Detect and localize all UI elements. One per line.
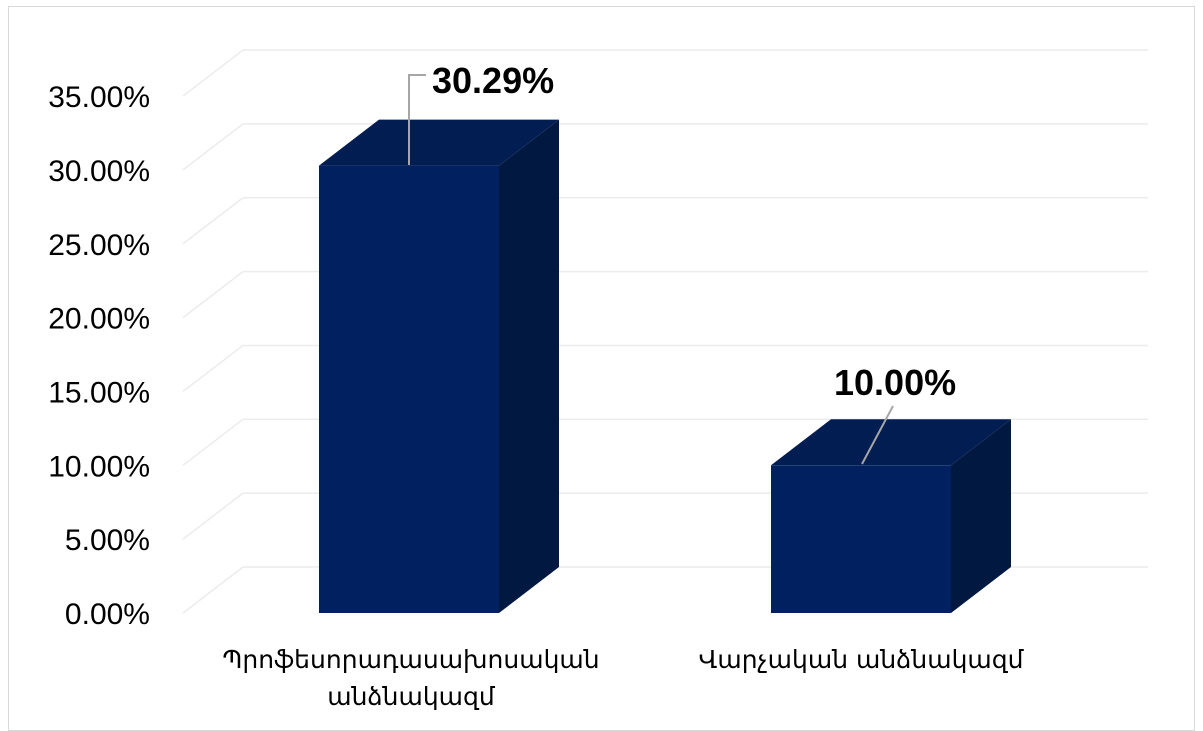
- data-label: 30.29%: [432, 60, 554, 101]
- gridline-slant: [182, 123, 244, 171]
- gridline-slant: [182, 271, 244, 319]
- bar-2: [771, 419, 1011, 613]
- y-tick-label: 0.00%: [65, 598, 150, 631]
- bar-side-face: [499, 119, 559, 613]
- gridline-slant: [182, 197, 244, 245]
- bar-top-face: [771, 419, 1011, 466]
- x-axis-category-labels: Պրոֆեսորադասախոսական անձնակազմ Վարչական ան…: [222, 645, 1024, 711]
- y-tick-label: 30.00%: [48, 155, 150, 188]
- bar-top-face: [319, 119, 559, 166]
- chart-frame: [8, 6, 1195, 731]
- category-label: Վարչական անձնակազմ: [699, 645, 1025, 674]
- bar-front-face: [771, 465, 951, 613]
- y-tick-label: 15.00%: [48, 376, 150, 409]
- y-axis-tick-labels: 0.00% 5.00% 10.00% 15.00% 20.00% 25.00% 30.00%…: [48, 81, 150, 631]
- y-tick-label: 35.00%: [48, 81, 150, 114]
- category-label: անձնակազմ: [327, 682, 496, 711]
- y-tick-label: 25.00%: [48, 229, 150, 262]
- y-tick-label: 10.00%: [48, 450, 150, 483]
- y-tick-label: 5.00%: [65, 524, 150, 557]
- bar-1: [319, 119, 559, 613]
- gridline-slant: [182, 344, 244, 393]
- gridline-slant: [182, 418, 244, 466]
- bars: [319, 119, 1011, 613]
- bar-front-face: [319, 165, 499, 613]
- category-label: Պրոֆեսորադասախոսական: [222, 645, 599, 674]
- gridline-slant: [182, 49, 244, 97]
- leader-line: [408, 74, 426, 165]
- data-label: 10.00%: [834, 362, 956, 403]
- leader-line: [861, 405, 894, 465]
- y-tick-label: 20.00%: [48, 303, 150, 336]
- bar-side-face: [951, 419, 1011, 613]
- gridline-slant: [182, 492, 244, 540]
- data-labels: 30.29% 10.00%: [408, 60, 956, 465]
- gridline-slant: [182, 566, 244, 614]
